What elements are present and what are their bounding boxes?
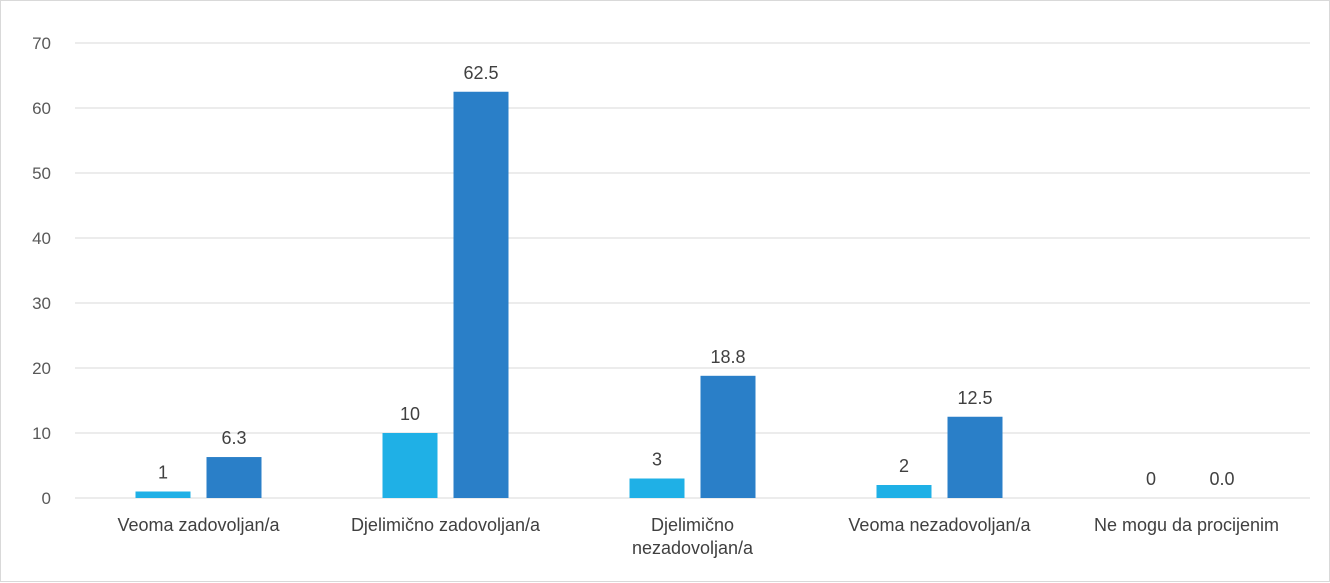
- bar-series-1-cat-4: [876, 485, 932, 498]
- data-label: 18.8: [710, 347, 745, 367]
- category-labels: Veoma zadovoljan/a Djelimično zadovoljan/…: [117, 515, 1279, 558]
- y-axis-tick-labels: 0 10 20 30 40 50 60 70: [32, 34, 51, 508]
- y-tick-label: 70: [32, 34, 51, 53]
- data-labels: 1 6.3 10 62.5 3 18.8 2 12.5 0 0.0: [158, 63, 1235, 489]
- y-tick-label: 0: [42, 489, 51, 508]
- bar-series-1-cat-3: [629, 478, 685, 498]
- bar-series-2-cat-4: [947, 416, 1003, 498]
- category-label: Veoma nezadovoljan/a: [848, 515, 1031, 535]
- data-label: 1: [158, 463, 168, 483]
- bars: [135, 91, 1003, 498]
- y-tick-label: 40: [32, 229, 51, 248]
- gridlines: [75, 42, 1310, 434]
- y-tick-label: 50: [32, 164, 51, 183]
- bar-series-2-cat-2: [453, 91, 509, 498]
- data-label: 62.5: [463, 63, 498, 83]
- category-label: Djelimično: [651, 515, 734, 535]
- category-label: Ne mogu da procijenim: [1094, 515, 1279, 535]
- data-label: 12.5: [957, 388, 992, 408]
- data-label: 0: [1146, 469, 1156, 489]
- y-tick-label: 30: [32, 294, 51, 313]
- data-label: 6.3: [221, 428, 246, 448]
- data-label: 0.0: [1209, 469, 1234, 489]
- data-label: 2: [899, 456, 909, 476]
- y-tick-label: 10: [32, 424, 51, 443]
- data-label: 3: [652, 450, 662, 470]
- bar-series-2-cat-3: [700, 375, 756, 498]
- category-label: Djelimično zadovoljan/a: [351, 515, 541, 535]
- bar-series-2-cat-1: [206, 457, 262, 498]
- category-label: nezadovoljan/a: [632, 538, 754, 558]
- bar-series-1-cat-1: [135, 491, 191, 498]
- category-label: Veoma zadovoljan/a: [117, 515, 280, 535]
- bar-series-1-cat-2: [382, 433, 438, 498]
- data-label: 10: [400, 404, 420, 424]
- y-tick-label: 20: [32, 359, 51, 378]
- y-tick-label: 60: [32, 99, 51, 118]
